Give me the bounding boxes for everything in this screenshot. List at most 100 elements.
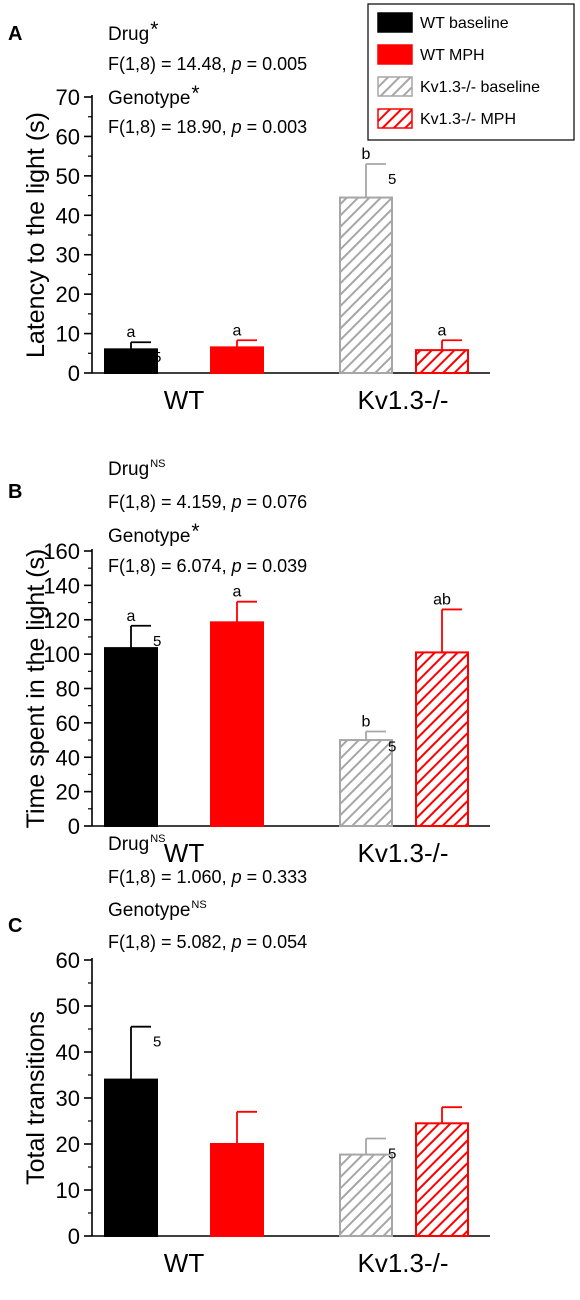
stat-term: Genotype*	[108, 520, 200, 547]
stat-text: F(1,8) = 14.48, p = 0.005	[108, 54, 307, 74]
stat-p-value: = 0.005	[242, 54, 308, 74]
bar	[104, 348, 158, 375]
y-axis-label: Latency to the light (s)	[22, 112, 50, 358]
x-category-label: Kv1.3-/-	[357, 838, 448, 868]
stat-significance-mark: *	[150, 18, 158, 41]
y-tick-label: 70	[56, 85, 80, 110]
stat-text: F(1,8) = 6.074, p = 0.039	[108, 556, 307, 576]
stat-p-symbol: p	[231, 556, 242, 576]
stat-term-name: Drug	[108, 24, 149, 45]
y-tick-label: 20	[56, 282, 80, 307]
y-tick-label: 40	[56, 1040, 80, 1065]
bar	[415, 349, 469, 375]
y-tick-label: 30	[56, 1086, 80, 1111]
stat-p-value: = 0.039	[242, 556, 308, 576]
stat-significance-mark: *	[191, 520, 199, 543]
y-axis-label: Time spent in the light (s)	[22, 549, 50, 829]
stat-p-symbol: p	[231, 492, 242, 512]
y-tick-label: 30	[56, 243, 80, 268]
y-tick-label: 50	[56, 994, 80, 1019]
stat-term-name: Genotype	[108, 88, 190, 109]
panel-letter: B	[8, 481, 22, 503]
sample-size-label: 5	[153, 349, 161, 366]
legend-swatch	[377, 76, 413, 97]
x-category-label: Kv1.3-/-	[357, 385, 448, 415]
y-tick-label: 20	[56, 780, 80, 805]
sample-size-label: 5	[153, 633, 161, 650]
y-tick-label: 60	[56, 948, 80, 973]
y-tick-label: 60	[56, 124, 80, 149]
y-tick-label: 0	[68, 1224, 80, 1249]
stat-text: F(1,8) = 1.060, p = 0.333	[108, 867, 307, 887]
legend-label: Kv1.3-/- baseline	[420, 79, 540, 96]
legend-swatch	[377, 44, 413, 65]
bar	[339, 1153, 393, 1237]
y-tick-label: 100	[43, 642, 80, 667]
stat-text: F(1,8) = 5.082, p = 0.054	[108, 932, 307, 952]
stat-significance-mark: NS	[150, 833, 165, 845]
significance-letter: b	[362, 146, 371, 163]
stat-term: Drug*	[108, 18, 158, 45]
stat-p-symbol: p	[231, 54, 242, 74]
bar	[415, 651, 469, 827]
bar	[210, 346, 264, 374]
significance-letter: a	[233, 584, 242, 601]
x-category-label: WT	[164, 385, 205, 415]
panel-a: A Drug*F(1,8) = 14.48, p = 0.005Genotype*…	[8, 18, 490, 415]
y-tick-label: 40	[56, 745, 80, 770]
y-tick-label: 20	[56, 1132, 80, 1157]
x-category-label: WT	[164, 1248, 205, 1278]
y-tick-label: 0	[68, 361, 80, 386]
stat-f-value: F(1,8) = 6.074,	[108, 556, 232, 576]
legend: WT baseline WT MPH Kv1.3-/- baseline Kv1.3-…	[367, 3, 575, 141]
stat-term: Genotype*	[108, 82, 200, 109]
legend-label: WT MPH	[420, 47, 485, 64]
y-tick-label: 40	[56, 203, 80, 228]
bar	[104, 647, 158, 827]
stat-f-value: F(1,8) = 18.90,	[108, 117, 232, 137]
significance-letter: a	[233, 322, 242, 339]
panels: A Drug*F(1,8) = 14.48, p = 0.005Genotype*…	[8, 18, 490, 1278]
x-category-label: WT	[164, 838, 205, 868]
stat-term-name: Drug	[108, 459, 149, 480]
stat-significance-mark: NS	[150, 458, 165, 470]
y-tick-label: 120	[43, 608, 80, 633]
bar	[339, 739, 393, 827]
stat-f-value: F(1,8) = 5.082,	[108, 932, 232, 952]
stat-p-symbol: p	[231, 117, 242, 137]
stat-p-value: = 0.054	[242, 932, 308, 952]
legend-swatch	[377, 12, 413, 33]
stat-p-value: = 0.003	[242, 117, 308, 137]
stat-term-name: Drug	[108, 834, 149, 855]
bar	[339, 196, 393, 374]
stat-f-value: F(1,8) = 14.48,	[108, 54, 232, 74]
stat-significance-mark: NS	[191, 899, 206, 911]
stat-p-value: = 0.333	[242, 867, 308, 887]
bar	[210, 1143, 264, 1237]
panel-letter: A	[8, 23, 22, 45]
significance-letter: a	[438, 322, 447, 339]
legend-swatch	[377, 108, 413, 129]
y-tick-label: 10	[56, 1178, 80, 1203]
legend-label: WT baseline	[420, 15, 509, 32]
sample-size-label: 5	[388, 738, 396, 755]
y-axis-label: Total transitions	[22, 1011, 50, 1185]
bar	[210, 621, 264, 827]
stat-p-symbol: p	[231, 867, 242, 887]
y-tick-label: 160	[43, 539, 80, 564]
stat-f-value: F(1,8) = 4.159,	[108, 492, 232, 512]
stat-term: DrugNS	[108, 833, 165, 855]
y-tick-label: 50	[56, 164, 80, 189]
bar	[104, 1078, 158, 1237]
x-category-label: Kv1.3-/-	[357, 1248, 448, 1278]
sample-size-label: 5	[388, 171, 396, 188]
sample-size-label: 5	[153, 1034, 161, 1051]
panel-letter: C	[8, 915, 22, 937]
stat-p-symbol: p	[231, 932, 242, 952]
stat-significance-mark: *	[191, 82, 199, 105]
significance-letter: ab	[433, 591, 451, 608]
stat-term: GenotypeNS	[108, 899, 207, 921]
